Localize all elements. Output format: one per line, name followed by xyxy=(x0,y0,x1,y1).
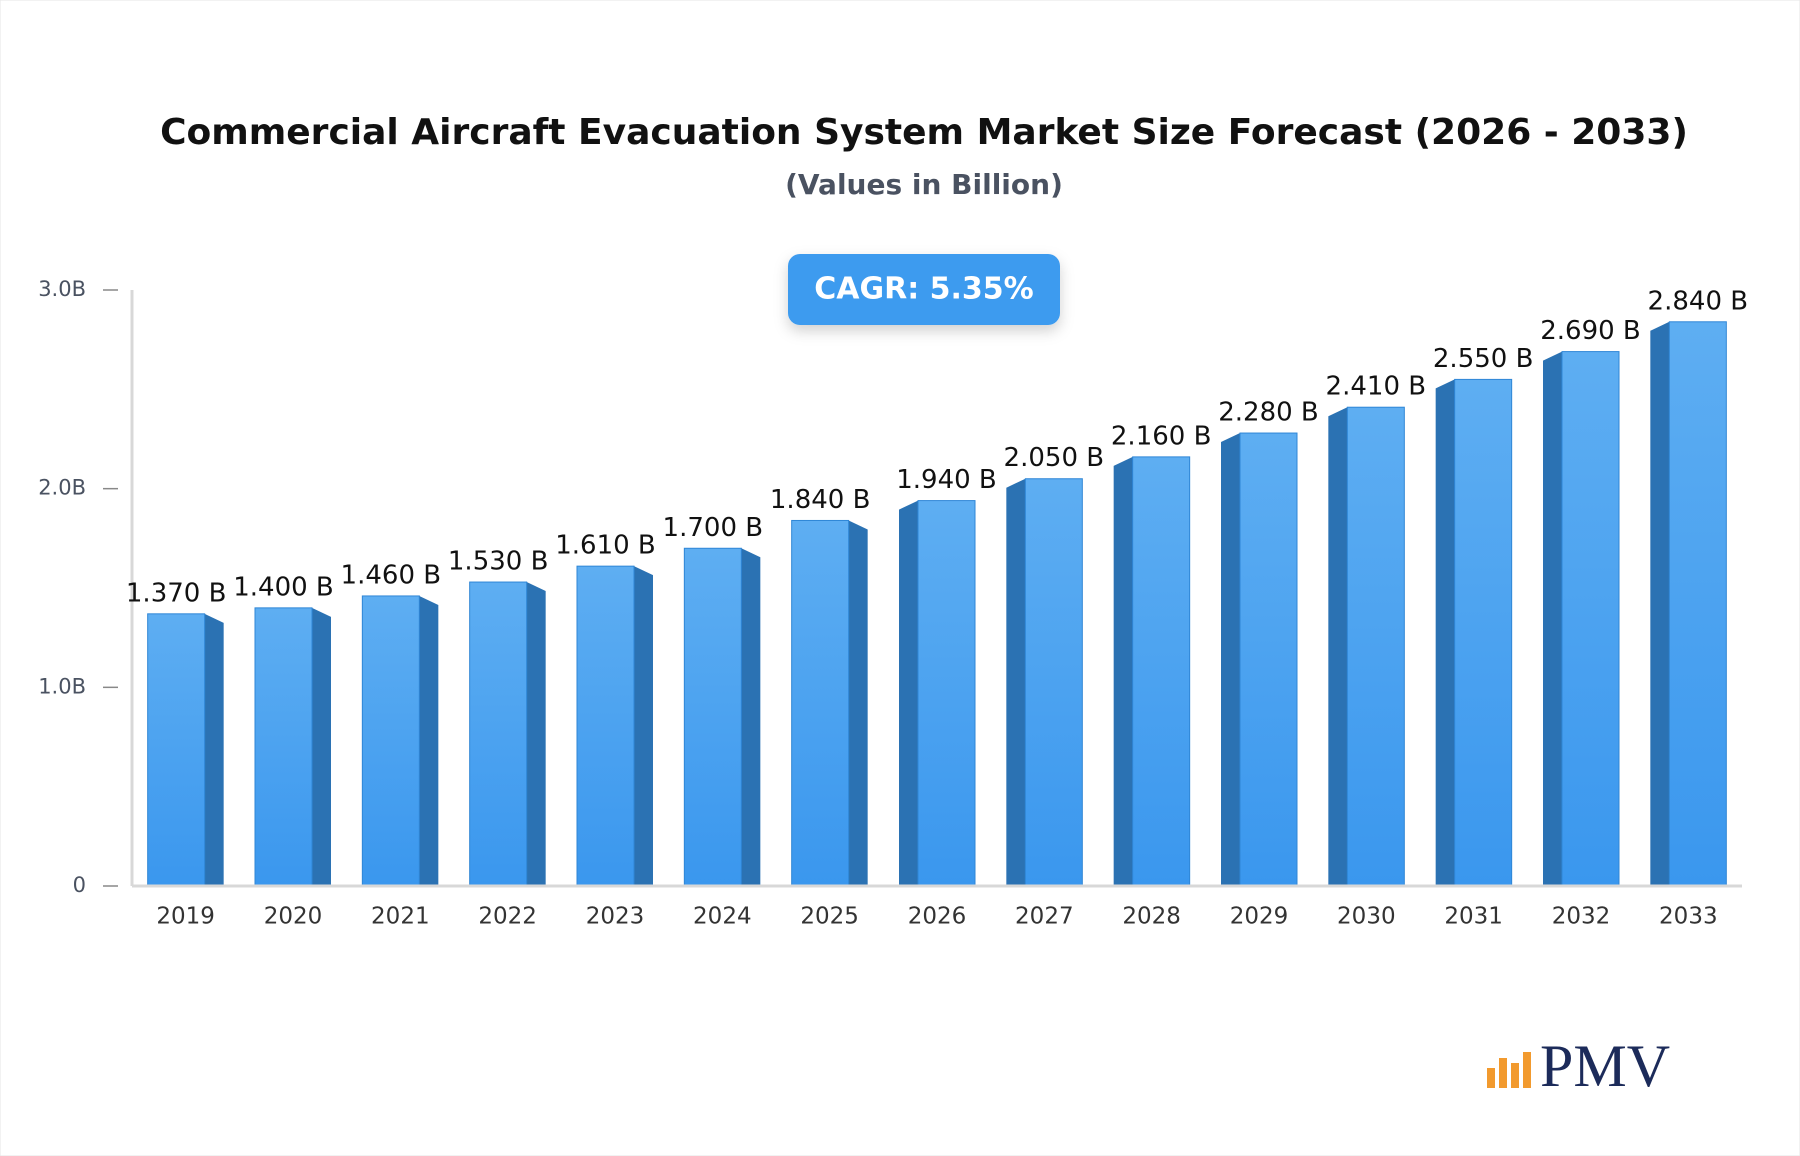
value-label: 1.840 B xyxy=(770,485,871,515)
x-tick-label: 2033 xyxy=(1659,904,1718,930)
bar xyxy=(147,613,206,887)
value-label: 1.400 B xyxy=(233,572,334,602)
x-tick-label: 2021 xyxy=(371,904,430,930)
value-label: 1.700 B xyxy=(663,513,764,543)
logo-text: PMV xyxy=(1540,1033,1670,1099)
x-tick-label: 2026 xyxy=(908,904,967,930)
bar xyxy=(1239,432,1298,887)
x-tick-label: 2025 xyxy=(800,904,859,930)
bar xyxy=(1668,321,1727,887)
bar xyxy=(683,547,742,887)
x-tick-label: 2023 xyxy=(586,904,645,930)
value-label: 2.550 B xyxy=(1433,344,1534,374)
bar xyxy=(576,565,635,887)
value-label: 2.840 B xyxy=(1648,286,1749,316)
bar xyxy=(1024,478,1083,887)
logo-icon xyxy=(1523,1052,1531,1088)
logo-icon xyxy=(1499,1058,1507,1088)
bar-side xyxy=(419,595,439,886)
bar-side xyxy=(1650,321,1670,887)
bar xyxy=(1454,378,1513,887)
bar xyxy=(469,581,528,887)
value-label: 1.610 B xyxy=(555,531,656,561)
value-label: 1.940 B xyxy=(896,465,997,495)
x-tick-label: 2029 xyxy=(1230,904,1289,930)
chart-subtitle: (Values in Billion) xyxy=(785,168,1063,201)
x-tick-label: 2032 xyxy=(1552,904,1611,930)
x-tick-label: 2027 xyxy=(1015,904,1074,930)
y-tick-label: 0 xyxy=(73,873,86,897)
bar-side xyxy=(899,500,918,886)
bar xyxy=(1561,351,1620,887)
y-tick-label: 3.0B xyxy=(38,277,86,301)
x-tick-label: 2022 xyxy=(478,904,537,930)
bar-side xyxy=(741,548,761,886)
value-label: 1.370 B xyxy=(126,578,227,608)
bar-side xyxy=(1006,478,1026,886)
value-label: 1.460 B xyxy=(341,560,442,590)
logo: PMV xyxy=(1487,1033,1670,1099)
bar xyxy=(361,595,420,887)
x-tick-label: 2031 xyxy=(1444,904,1503,930)
logo-icon xyxy=(1487,1068,1495,1088)
bar-side xyxy=(1328,407,1348,886)
bar-side xyxy=(1435,379,1455,886)
value-label: 2.280 B xyxy=(1218,398,1319,428)
bar-side xyxy=(526,582,546,886)
x-tick-label: 2024 xyxy=(693,904,752,930)
y-tick-label: 1.0B xyxy=(38,674,86,698)
logo-icon xyxy=(1511,1063,1519,1088)
bar-side xyxy=(1221,433,1240,886)
y-tick-label: 2.0B xyxy=(38,476,86,500)
bar xyxy=(1132,456,1191,887)
bar-side xyxy=(634,566,653,886)
value-label: 1.530 B xyxy=(448,547,549,577)
chart-title: Commercial Aircraft Evacuation System Ma… xyxy=(160,112,1688,153)
value-label: 2.160 B xyxy=(1111,421,1212,451)
x-tick-label: 2020 xyxy=(264,904,323,930)
cagr-text: CAGR: 5.35% xyxy=(814,272,1033,307)
x-tick-label: 2028 xyxy=(1122,904,1181,930)
x-tick-label: 2019 xyxy=(156,904,215,930)
value-label: 2.410 B xyxy=(1326,372,1427,402)
bar xyxy=(917,500,976,887)
bar-side xyxy=(1113,456,1133,886)
bar xyxy=(254,607,313,887)
bar-side xyxy=(848,520,868,886)
bar xyxy=(791,519,850,887)
bar-side xyxy=(312,607,331,886)
bar-side xyxy=(1543,351,1562,886)
value-label: 2.690 B xyxy=(1540,316,1641,346)
x-tick-label: 2030 xyxy=(1337,904,1396,930)
value-label: 2.050 B xyxy=(1004,443,1105,473)
bar xyxy=(1346,406,1405,887)
bar-side xyxy=(204,613,224,886)
cagr-badge xyxy=(788,254,1060,325)
